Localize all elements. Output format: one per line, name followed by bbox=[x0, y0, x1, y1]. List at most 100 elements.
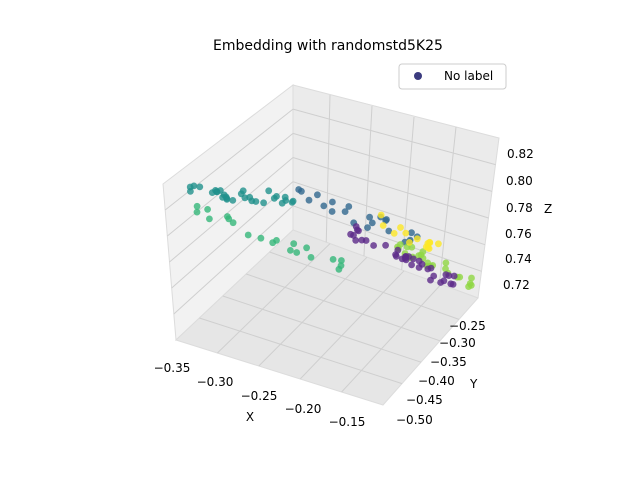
y-tick-labels: −0.50 −0.45 −0.40 −0.35 −0.30 −0.25 bbox=[396, 319, 486, 427]
y-tick-label: −0.30 bbox=[439, 336, 476, 350]
data-point bbox=[229, 219, 237, 227]
grid-line bbox=[173, 205, 294, 315]
data-point bbox=[320, 202, 328, 210]
data-point bbox=[335, 265, 343, 273]
data-point bbox=[257, 234, 265, 242]
data-point bbox=[368, 219, 376, 227]
data-point bbox=[402, 229, 410, 237]
data-point bbox=[265, 187, 273, 195]
x-tick-label: −0.30 bbox=[197, 375, 234, 389]
data-point bbox=[290, 240, 298, 248]
data-point bbox=[465, 283, 472, 290]
z-tick-labels: 0.72 0.74 0.76 0.78 0.80 0.82 bbox=[503, 147, 534, 292]
y-axis-label: Y bbox=[469, 377, 478, 391]
z-axis-label: Z bbox=[544, 202, 552, 216]
x-tick-label: −0.25 bbox=[241, 389, 278, 403]
data-point bbox=[190, 182, 198, 190]
data-point bbox=[278, 199, 286, 207]
legend-label: No label bbox=[444, 69, 493, 83]
grid-line bbox=[222, 295, 422, 363]
data-point bbox=[394, 246, 402, 254]
grid-line bbox=[269, 251, 460, 320]
axes-panes bbox=[162, 83, 500, 406]
z-tick-label: 0.82 bbox=[507, 147, 534, 161]
data-point bbox=[329, 198, 336, 206]
data-point bbox=[204, 206, 212, 213]
data-point bbox=[350, 231, 357, 239]
data-point bbox=[427, 276, 434, 284]
data-point bbox=[287, 247, 294, 254]
x-tick-labels: −0.35 −0.30 −0.25 −0.20 −0.15 bbox=[154, 361, 366, 429]
data-point bbox=[366, 213, 373, 221]
data-point bbox=[370, 242, 377, 249]
y-tick-label: −0.40 bbox=[418, 374, 455, 388]
data-point bbox=[402, 256, 410, 264]
data-point bbox=[410, 255, 417, 263]
data-point bbox=[383, 216, 390, 223]
grid-line bbox=[299, 270, 405, 380]
x-tick-label: −0.15 bbox=[329, 415, 366, 429]
data-point bbox=[193, 202, 201, 210]
data-point bbox=[328, 208, 336, 215]
data-point bbox=[187, 188, 194, 195]
legend-box bbox=[398, 63, 507, 90]
data-point bbox=[397, 224, 404, 231]
data-point bbox=[314, 191, 321, 199]
z-tick-label: 0.80 bbox=[506, 174, 533, 188]
grid-line bbox=[341, 284, 442, 393]
legend: No label bbox=[398, 63, 507, 90]
grid-line bbox=[167, 132, 294, 237]
scatter-points bbox=[186, 182, 475, 290]
data-point bbox=[440, 277, 448, 285]
data-point bbox=[293, 249, 301, 256]
data-point bbox=[442, 271, 450, 279]
floor-pane bbox=[175, 229, 479, 406]
data-point bbox=[377, 211, 385, 219]
data-point bbox=[298, 187, 305, 195]
grid-line bbox=[292, 108, 496, 166]
data-point bbox=[193, 208, 201, 216]
x-axis-label: X bbox=[246, 410, 254, 424]
x-tick-label: −0.35 bbox=[154, 361, 191, 375]
data-point bbox=[212, 187, 219, 194]
z-tick-label: 0.74 bbox=[505, 252, 532, 266]
data-point bbox=[364, 224, 371, 232]
legend-marker bbox=[414, 72, 422, 80]
grid-line bbox=[292, 205, 482, 272]
data-point bbox=[273, 237, 280, 244]
data-point bbox=[338, 257, 345, 264]
z-tick-label: 0.76 bbox=[505, 227, 532, 241]
data-point bbox=[406, 239, 413, 246]
grid-line bbox=[292, 132, 493, 192]
data-point bbox=[382, 241, 389, 249]
data-point bbox=[288, 198, 296, 206]
y-tick-label: −0.50 bbox=[396, 413, 433, 427]
data-point bbox=[341, 208, 349, 216]
data-point bbox=[408, 261, 415, 269]
grid-line bbox=[199, 317, 403, 385]
data-point bbox=[305, 196, 313, 204]
grid-line bbox=[258, 256, 368, 367]
grid-line bbox=[164, 108, 294, 211]
grid-line bbox=[217, 243, 331, 354]
grid-lines bbox=[164, 94, 496, 393]
y-tick-label: −0.45 bbox=[406, 393, 443, 407]
data-point bbox=[329, 256, 337, 263]
data-point bbox=[424, 265, 432, 273]
data-point bbox=[390, 230, 398, 237]
data-point bbox=[270, 194, 278, 202]
y-tick-label: −0.35 bbox=[430, 355, 467, 369]
data-point bbox=[379, 222, 387, 229]
data-point bbox=[396, 241, 404, 248]
data-point bbox=[362, 237, 370, 244]
data-point bbox=[229, 197, 237, 204]
grid-line bbox=[246, 273, 441, 342]
data-point bbox=[307, 254, 315, 261]
x-tick-label: −0.20 bbox=[285, 402, 322, 416]
data-point bbox=[206, 215, 213, 223]
data-point bbox=[241, 194, 249, 202]
data-point bbox=[435, 240, 442, 248]
data-point bbox=[450, 272, 458, 280]
data-point bbox=[225, 215, 233, 223]
